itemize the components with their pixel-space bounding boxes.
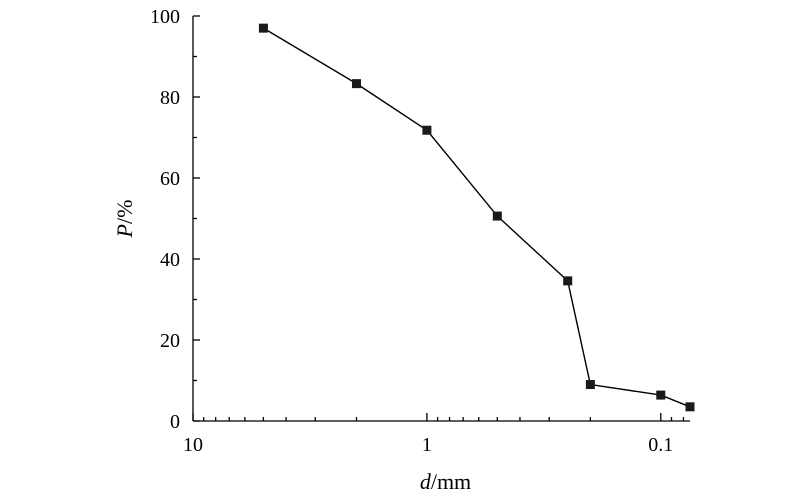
x-axis-unit: /mm bbox=[431, 469, 471, 494]
data-point bbox=[422, 125, 432, 135]
data-point bbox=[563, 276, 573, 286]
x-ticks: 10 1 0.1 bbox=[183, 413, 685, 456]
series-line bbox=[263, 27, 691, 408]
y-ticks: 0 20 40 60 80 100 bbox=[150, 6, 200, 433]
data-point bbox=[351, 79, 361, 89]
x-tick-label: 1 bbox=[422, 434, 432, 456]
x-axis-title: d/mm bbox=[420, 469, 471, 494]
x-tick-label: 10 bbox=[183, 434, 203, 456]
y-tick-label: 100 bbox=[150, 6, 180, 28]
y-tick-label: 80 bbox=[160, 87, 180, 109]
y-tick-label: 60 bbox=[160, 168, 180, 190]
y-axis-unit: /% bbox=[112, 200, 137, 224]
data-point bbox=[585, 380, 595, 390]
data-point bbox=[685, 402, 695, 412]
y-tick-label: 20 bbox=[160, 330, 180, 352]
series bbox=[258, 23, 695, 412]
y-axis-var: P bbox=[112, 224, 137, 238]
data-point bbox=[492, 211, 502, 221]
y-tick-label: 40 bbox=[160, 249, 180, 271]
x-axis-var: d bbox=[420, 469, 432, 494]
data-point bbox=[258, 23, 268, 33]
x-tick-label: 0.1 bbox=[648, 434, 673, 456]
y-axis-title: P/% bbox=[112, 200, 137, 239]
y-tick-label: 0 bbox=[170, 411, 180, 433]
axes bbox=[192, 16, 690, 422]
data-point bbox=[656, 390, 666, 400]
